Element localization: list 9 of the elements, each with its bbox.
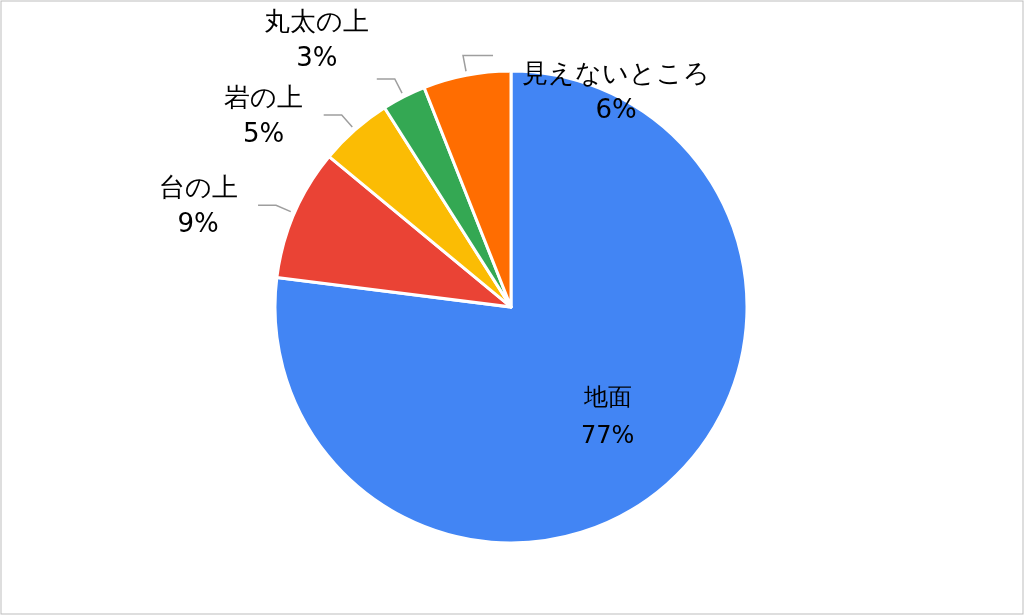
slice-label: 岩の上	[224, 81, 304, 112]
data-label: 6%	[595, 93, 637, 124]
slice-label: 丸太の上	[264, 5, 370, 36]
data-label: 9%	[177, 208, 219, 239]
data-label: 3%	[296, 41, 338, 72]
data-label: 5%	[243, 117, 285, 148]
data-label: 77%	[581, 420, 635, 449]
slice-label: 台の上	[158, 172, 238, 203]
slice-label: 地面	[582, 382, 632, 411]
